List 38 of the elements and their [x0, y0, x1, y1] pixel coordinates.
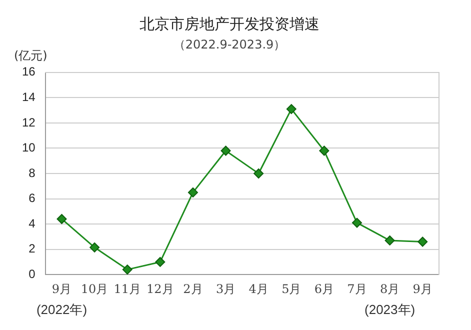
point	[254, 168, 264, 178]
x-tick-label: 11月	[114, 282, 141, 296]
x-tick-label: 9月	[52, 282, 72, 296]
point	[384, 235, 395, 246]
text: (2023年)	[364, 302, 416, 318]
x-tick-label: 10月	[80, 282, 108, 296]
x-tick-label: 5月	[282, 282, 302, 296]
y-tick-label: 10	[22, 140, 36, 155]
y-tick-label: 12	[22, 115, 36, 130]
y-tick-label: 6	[28, 191, 36, 206]
point	[56, 214, 67, 224]
point	[188, 187, 198, 198]
x-tick-label: 7月	[347, 282, 367, 296]
point	[155, 256, 166, 267]
x-tick-label: 8月	[380, 282, 400, 296]
y-tick-label: 16	[22, 64, 36, 79]
x-tick-label: 12月	[146, 282, 174, 296]
y-tick-label: 0	[28, 266, 36, 281]
point	[220, 146, 231, 156]
y-axis-title: (亿元)	[14, 48, 48, 63]
x-tick-label: 6月	[314, 282, 334, 296]
x-tick-label: 2月	[183, 282, 203, 296]
text: (2022年)	[36, 302, 88, 318]
point	[286, 104, 296, 114]
y-tick-label: 8	[28, 166, 36, 180]
y-tick-label: 2	[28, 242, 36, 256]
point	[418, 236, 428, 247]
y-tick-label: 4	[28, 216, 36, 230]
chart-subtitle: （2022.9-2023.9）	[173, 37, 286, 52]
y-tick-label: 14	[22, 90, 36, 104]
chart-title: 北京市房地产开发投资增速	[140, 14, 320, 33]
point	[122, 264, 132, 275]
point	[90, 242, 100, 252]
point	[352, 218, 362, 228]
point	[319, 146, 330, 156]
x-tick-label: 4月	[248, 282, 268, 296]
x-tick-label: 9月	[412, 282, 432, 296]
x-tick-label: 3月	[216, 282, 236, 296]
